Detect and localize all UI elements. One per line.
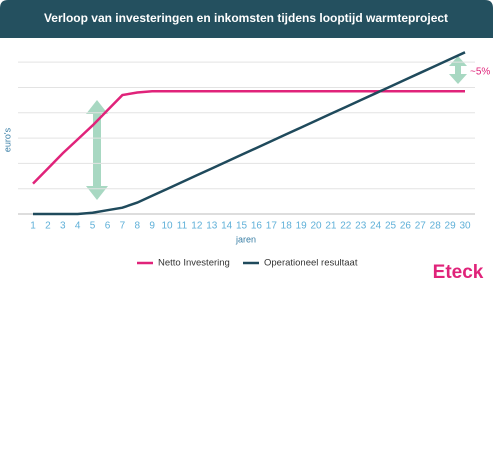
x-tick-label: 11: [177, 221, 188, 232]
line: [33, 51, 466, 216]
legend-label: Netto Investering: [158, 258, 230, 269]
x-tick-label: 23: [355, 221, 367, 232]
x-tick-label: 28: [430, 221, 442, 232]
x-tick-label: 26: [400, 221, 412, 232]
x-tick-label: 20: [310, 221, 322, 232]
x-tick-label: 4: [75, 221, 81, 232]
x-tick-label: 14: [221, 221, 233, 232]
x-tick-label: 5: [90, 221, 96, 232]
annotation: ~5%: [470, 67, 490, 78]
x-tick-label: 18: [281, 221, 293, 232]
chart-title: Verloop van investeringen en inkomsten t…: [44, 11, 448, 25]
x-tick-label: 12: [191, 221, 203, 232]
x-tick-label: 27: [415, 221, 427, 232]
x-tick-label: 2: [45, 221, 51, 232]
x-tick-label: 3: [60, 221, 66, 232]
x-tick-label: 19: [296, 221, 308, 232]
logo: Eteck: [433, 262, 484, 283]
x-tick-label: 1: [30, 221, 36, 232]
x-axis-label: jaren: [235, 234, 256, 244]
x-tick-label: 15: [236, 221, 248, 232]
x-tick-label: 13: [206, 221, 218, 232]
x-tick-label: 10: [162, 221, 174, 232]
header: [0, 0, 493, 38]
x-tick-label: 17: [266, 221, 278, 232]
x-tick-label: 21: [325, 221, 337, 232]
line: [32, 90, 465, 185]
x-tick-label: 9: [149, 221, 155, 232]
x-tick-label: 22: [340, 221, 352, 232]
x-tick-label: 30: [459, 221, 471, 232]
x-tick-label: 25: [385, 221, 397, 232]
x-tick-label: 29: [445, 221, 457, 232]
y-axis-label: euro's: [2, 127, 12, 152]
arrow: [86, 56, 467, 200]
x-tick-label: 7: [120, 221, 126, 232]
x-tick-label: 16: [251, 221, 263, 232]
x-tick-label: 6: [105, 221, 111, 232]
x-tick-label: 24: [370, 221, 382, 232]
x-tick-label: 8: [134, 221, 140, 232]
legend-label: Operationeel resultaat: [264, 258, 358, 269]
